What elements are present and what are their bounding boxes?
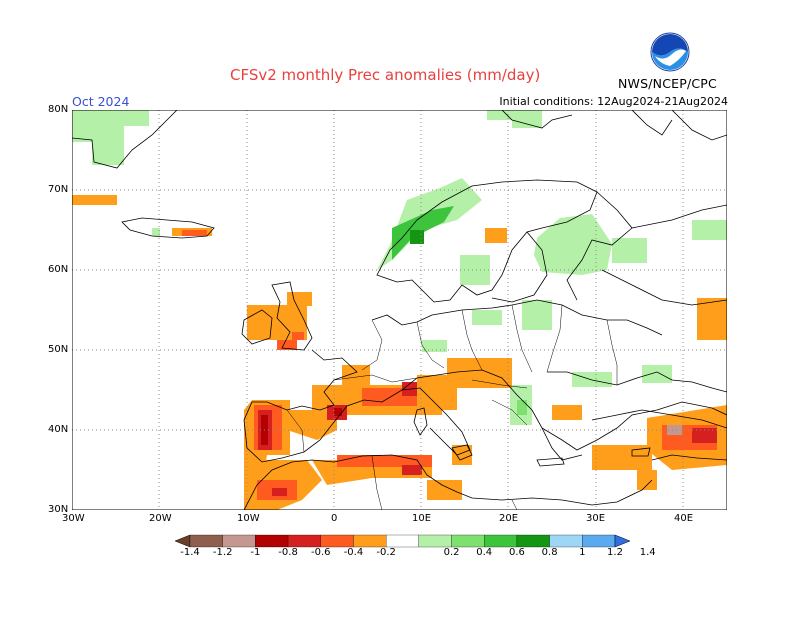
lon-label-10e: 10E <box>412 513 432 524</box>
lon-label-20e: 20E <box>499 513 519 524</box>
colorbar-tick-label: 0.8 <box>541 547 558 558</box>
colorbar-tick-label: 1 <box>579 547 586 558</box>
colorbar-segment <box>175 534 191 548</box>
colorbar-tick-label: -0.8 <box>278 547 298 558</box>
colorbar-tick-label: 0.6 <box>508 547 525 558</box>
colorbar-segment <box>353 534 387 548</box>
colorbar-tick-label: -1 <box>250 547 261 558</box>
colorbar-segment <box>614 534 630 548</box>
colorbar-segment <box>549 534 583 548</box>
borders <box>286 304 618 510</box>
colorbar-segment <box>484 534 518 548</box>
colorbar-segment <box>287 534 321 548</box>
lat-label-50n: 50N <box>48 344 69 355</box>
colorbar-segment <box>320 534 354 548</box>
precip-anomaly-map <box>72 110 727 510</box>
colorbar-tick-label: 1.4 <box>639 547 656 558</box>
colorbar-tick-label: -0.2 <box>376 547 396 558</box>
colorbar-tick-label: 0.4 <box>476 547 493 558</box>
colorbar-segment <box>255 534 289 548</box>
lat-label-70n: 70N <box>48 184 69 195</box>
map-background <box>72 110 727 510</box>
map-title: CFSv2 monthly Prec anomalies (mm/day) <box>230 66 541 84</box>
colorbar-segment <box>451 534 485 548</box>
graticule <box>72 110 727 510</box>
colorbar <box>175 534 630 548</box>
lat-label-60n: 60N <box>48 264 69 275</box>
lon-label-20w: 20W <box>149 513 172 524</box>
colorbar-tick-label: 0.2 <box>443 547 460 558</box>
lon-label-40e: 40E <box>674 513 694 524</box>
agency-label: NWS/NCEP/CPC <box>618 76 717 91</box>
colorbar-tick-label: 1.2 <box>607 547 623 558</box>
colorbar-tick-label: -0.6 <box>311 547 331 558</box>
colorbar-segment <box>516 534 550 548</box>
initial-conditions: Initial conditions: 12Aug2024-21Aug2024 <box>499 95 728 108</box>
colorbar-segment <box>386 534 419 548</box>
colorbar-segment <box>582 534 616 548</box>
colorbar-tick-label: -0.4 <box>343 547 364 558</box>
forecast-month: Oct 2024 <box>72 94 130 109</box>
lon-label-30w: 30W <box>62 513 85 524</box>
lat-label-30n: 30N <box>48 504 69 515</box>
lon-label-0: 0 <box>331 513 338 524</box>
lat-label-80n: 80N <box>48 104 69 115</box>
lat-label-40n: 40N <box>48 424 69 435</box>
colorbar-segment <box>418 534 452 548</box>
lon-label-10w: 10W <box>237 513 260 524</box>
lon-label-30e: 30E <box>586 513 606 524</box>
colorbar-segment <box>189 534 223 548</box>
noaa-logo <box>650 32 690 72</box>
wet-anomaly-areas <box>72 110 727 425</box>
colorbar-segment <box>222 534 256 548</box>
colorbar-tick-label: -1.4 <box>180 547 200 558</box>
colorbar-tick-label: -1.2 <box>212 547 233 558</box>
